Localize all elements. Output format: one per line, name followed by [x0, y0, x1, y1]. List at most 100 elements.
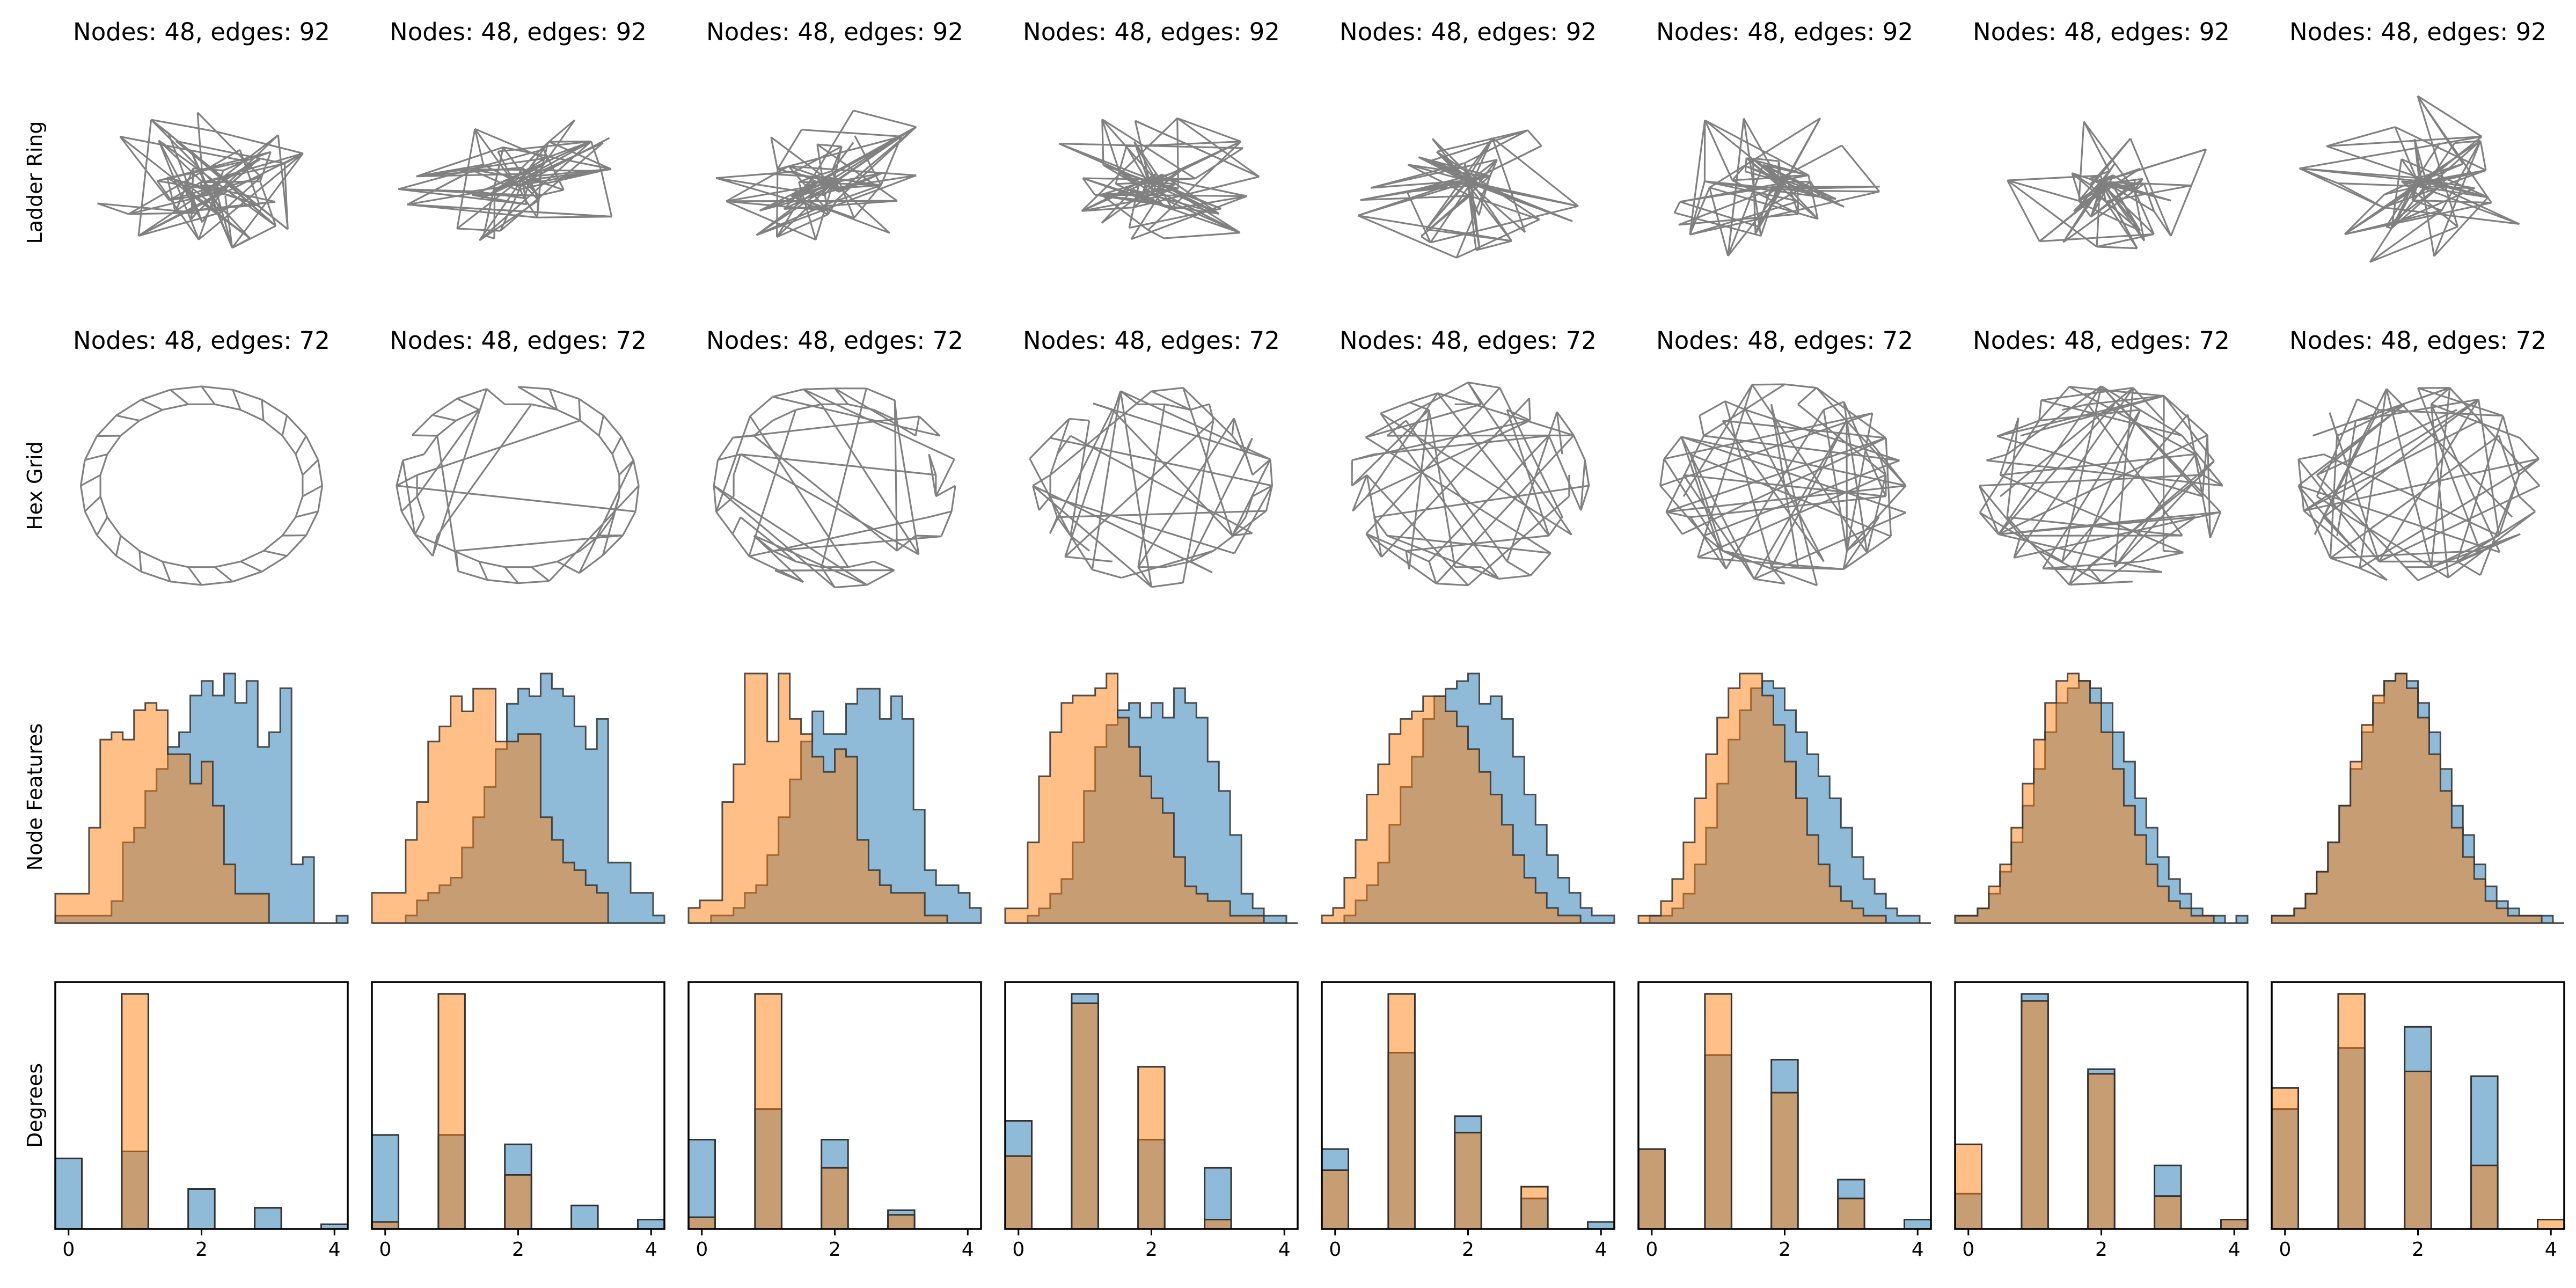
x-tick-label: 4	[1278, 1239, 1291, 1261]
graph-edge	[416, 409, 480, 497]
degree-bar-orange	[504, 1174, 532, 1230]
graph-edge	[158, 140, 276, 227]
graph-edge	[1777, 144, 1842, 181]
graph-edge	[1231, 418, 1235, 436]
graph-edge	[1128, 186, 1139, 228]
node-features-panel	[1954, 672, 2249, 924]
x-tick-label: 0	[696, 1239, 708, 1261]
graph-edge	[158, 140, 203, 223]
graph-edge	[96, 535, 117, 557]
graph-edge	[1163, 232, 1240, 239]
degree-bar-blue	[637, 1219, 665, 1230]
graph-edge	[2201, 435, 2208, 496]
graph-edge	[788, 165, 836, 184]
graph-edge	[116, 414, 140, 422]
graph-edge	[896, 535, 917, 552]
hex-grid-panel: Nodes: 48, edges: 72	[73, 326, 330, 586]
graph-edge	[1751, 384, 1868, 554]
graph-edge	[79, 459, 86, 486]
graph-edge	[2013, 535, 2022, 558]
graph-edge	[201, 581, 233, 586]
histogram-series-orange	[1637, 672, 1931, 924]
graph-edge	[2153, 210, 2172, 237]
graph-edge	[1998, 434, 2208, 536]
ladder-ring-panel: Nodes: 48, edges: 92	[706, 18, 963, 241]
graph-edge	[432, 414, 457, 422]
graph-edge	[1366, 474, 1469, 586]
degree-bar-blue	[1904, 1219, 1932, 1230]
graph-edges	[1351, 382, 1590, 587]
graph-edge	[1506, 409, 1550, 536]
graph-edge	[2518, 495, 2536, 513]
graph-edge	[232, 389, 262, 401]
graph-edge	[1405, 551, 1410, 569]
graph-edge	[1704, 120, 1733, 181]
graph-edge	[726, 200, 828, 211]
graph-edge	[2326, 135, 2482, 147]
panel-title: Nodes: 48, edges: 72	[1656, 326, 1913, 355]
graph-edge	[431, 389, 488, 557]
graph-edge	[579, 460, 634, 574]
graph-edge	[1189, 437, 1253, 562]
graph-edge	[1467, 382, 1482, 405]
graph-edge	[1252, 485, 1273, 497]
graph-edge	[1530, 550, 1551, 554]
graph-edge	[2209, 511, 2222, 538]
degree-bar-orange	[2404, 1071, 2432, 1230]
graph-edge	[1456, 218, 1540, 259]
graph-edge	[115, 555, 142, 573]
graph-edge	[1101, 119, 1160, 184]
degree-bar-blue	[371, 1134, 399, 1230]
graph-edge	[2359, 389, 2388, 568]
x-tick-label: 4	[1912, 1239, 1924, 1261]
graph-edge	[2326, 145, 2426, 181]
graph-edge	[1366, 533, 1407, 552]
graph-edge	[1468, 382, 1500, 389]
graph-edge	[1703, 435, 1900, 462]
graph-edge	[1370, 162, 1465, 189]
graph-edge	[1137, 418, 1235, 568]
graph-edge	[486, 388, 506, 405]
degrees-panel: 0 2 4	[687, 981, 982, 1261]
graph-edge	[834, 387, 849, 405]
graph-edge	[1780, 175, 1785, 181]
graph-edge	[119, 136, 170, 201]
graph-edge	[521, 142, 549, 169]
graph-edge	[2299, 167, 2428, 183]
degree-bar-orange	[1954, 1143, 1982, 1230]
graph-edge	[1979, 512, 2000, 535]
graph-edge	[396, 485, 636, 513]
graph-edge	[1177, 117, 1241, 143]
graph-edge	[166, 177, 177, 213]
panel-title: Nodes: 48, edges: 72	[2289, 326, 2546, 355]
graph-edge	[1065, 555, 1113, 562]
graph-edge	[503, 146, 612, 170]
graph-edge	[1425, 176, 1472, 230]
graph-edge	[221, 176, 262, 213]
graph-edge	[2412, 199, 2492, 204]
graph-edge	[2105, 201, 2138, 249]
graph-edges	[2299, 95, 2520, 263]
graph-edges	[1058, 117, 1260, 240]
graph-edge	[1436, 129, 1528, 153]
graph-edge	[717, 437, 734, 460]
graph-edge	[1064, 391, 1122, 557]
graph-edge	[2102, 182, 2135, 191]
graph-edge	[1797, 189, 1820, 198]
graph-edge	[1195, 147, 1243, 180]
graph-edge	[1556, 412, 1563, 455]
graph-edge	[138, 211, 222, 237]
graph-edge	[1431, 129, 1528, 162]
graph-edge	[772, 388, 804, 398]
graph-edge	[814, 170, 833, 178]
graph-edge	[2134, 189, 2171, 202]
graph-edge	[232, 570, 262, 583]
graph-edge	[2133, 189, 2145, 241]
graph-edge	[84, 511, 98, 536]
x-tick-label: 2	[2095, 1239, 2107, 1261]
graph-edge	[1797, 189, 1880, 193]
graph-edge	[1770, 566, 1785, 584]
graph-edge	[1745, 409, 1900, 462]
graph-edge	[2089, 174, 2102, 180]
